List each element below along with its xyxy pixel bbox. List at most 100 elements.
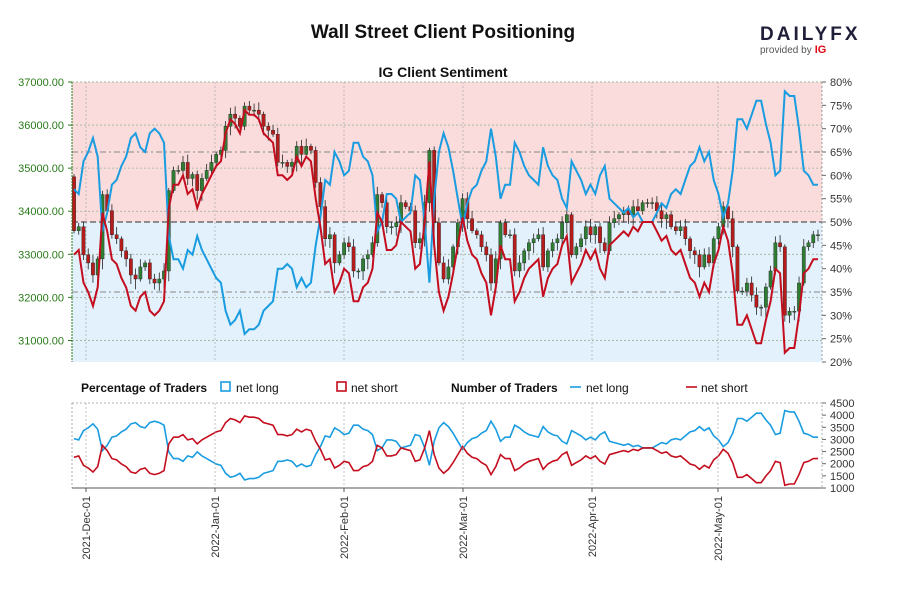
percent-tick-label: 40% [830,264,852,276]
price-candle [792,306,797,321]
price-candle [157,272,162,291]
price-candle [560,216,564,248]
count-tick-label: 3000 [830,434,854,446]
price-candle [754,287,759,315]
price-candle [702,248,707,270]
price-candle [389,221,394,235]
price-candle [474,228,479,239]
price-candle [650,197,654,210]
percent-tick-label: 70% [830,124,852,136]
price-candle [806,240,811,251]
count-tick-label: 2000 [830,459,854,471]
price-candle [380,191,384,208]
price-candle [579,233,583,253]
price-candle [133,268,138,290]
price-candle [555,233,560,251]
price-candle [782,244,787,322]
price-tick-label: 37000.00 [18,77,64,89]
price-candle [185,154,190,185]
percent-tick-label: 50% [830,217,852,229]
price-candle [143,260,147,271]
price-candle [403,200,408,210]
price-candle [351,239,356,278]
percent-tick-label: 25% [830,334,852,346]
price-candle [697,249,702,278]
legend-num-short-label: net short [701,381,748,395]
net-short-count-line [73,414,818,487]
legend-number-label: Number of Traders [451,381,558,395]
price-candle [716,222,721,246]
price-candle [147,259,152,285]
price-candle [190,171,195,187]
price-candle [441,256,446,283]
price-tick-label: 32000.00 [18,292,64,304]
percent-tick-label: 35% [830,287,852,299]
price-tick-label: 34000.00 [18,206,64,218]
price-candle [612,210,617,228]
sentiment-lines [73,89,818,355]
percent-tick-label: 45% [830,240,852,252]
price-candle [498,220,503,270]
price-candle [318,177,323,214]
price-candle [304,138,309,157]
price-candle [470,210,474,234]
price-candle [550,238,555,258]
price-candle [583,220,588,246]
price-candle [768,265,773,290]
price-candle [479,230,484,253]
price-candle [394,216,399,236]
price-candle [598,222,602,254]
price-candle [489,248,493,291]
price-candle [76,222,81,235]
date-tick-label: 2022-May-01 [713,496,725,561]
percent-tick-label: 60% [830,170,852,182]
legend: Percentage of Traders net long net short… [81,381,748,395]
price-candle [759,304,763,317]
legend-pct-long-swatch [220,381,231,392]
price-candle [86,248,91,270]
price-candle [531,233,536,254]
price-tick-label: 36000.00 [18,120,64,132]
price-candle [574,242,579,259]
price-candle [413,205,418,248]
price-candle [602,237,607,254]
count-tick-label: 2500 [830,447,854,459]
count-tick-label: 1000 [830,483,854,495]
price-candle [659,202,664,228]
price-candle [204,163,209,182]
legend-pct-short-swatch [336,381,347,392]
price-candle [617,212,621,226]
price-candle [811,230,816,248]
price-candle [569,212,574,258]
price-tick-label: 31000.00 [18,335,64,347]
percent-tick-label: 20% [830,357,852,369]
chart-title: Wall Street Client Positioning [310,22,576,43]
price-candle [337,251,342,266]
sentiment-chart-title: IG Client Sentiment [378,64,508,80]
main-panel-axes: 31000.00 32000.00 33000.00 34000.00 35000.00… [18,77,852,369]
price-candle [707,247,711,267]
price-candle [247,100,252,116]
price-candle [683,218,688,246]
price-candle [664,212,669,230]
price-candle [669,210,673,230]
price-candle [536,228,541,242]
lower-panel-frame [71,402,823,489]
legend-num-long-label: net long [586,381,629,395]
price-candle [740,287,745,295]
net-short-percent-line [73,107,818,355]
percent-tick-label: 80% [830,77,852,89]
price-candle [119,236,124,258]
price-candle [778,235,782,253]
count-tick-label: 4000 [830,410,854,422]
percent-tick-label: 55% [830,194,852,206]
price-candle [522,248,527,271]
price-candle [735,244,740,294]
price-candle [309,143,313,155]
price-candle [346,236,351,253]
price-candle [593,224,598,244]
count-tick-label: 3500 [830,422,854,434]
price-candle [512,228,517,277]
